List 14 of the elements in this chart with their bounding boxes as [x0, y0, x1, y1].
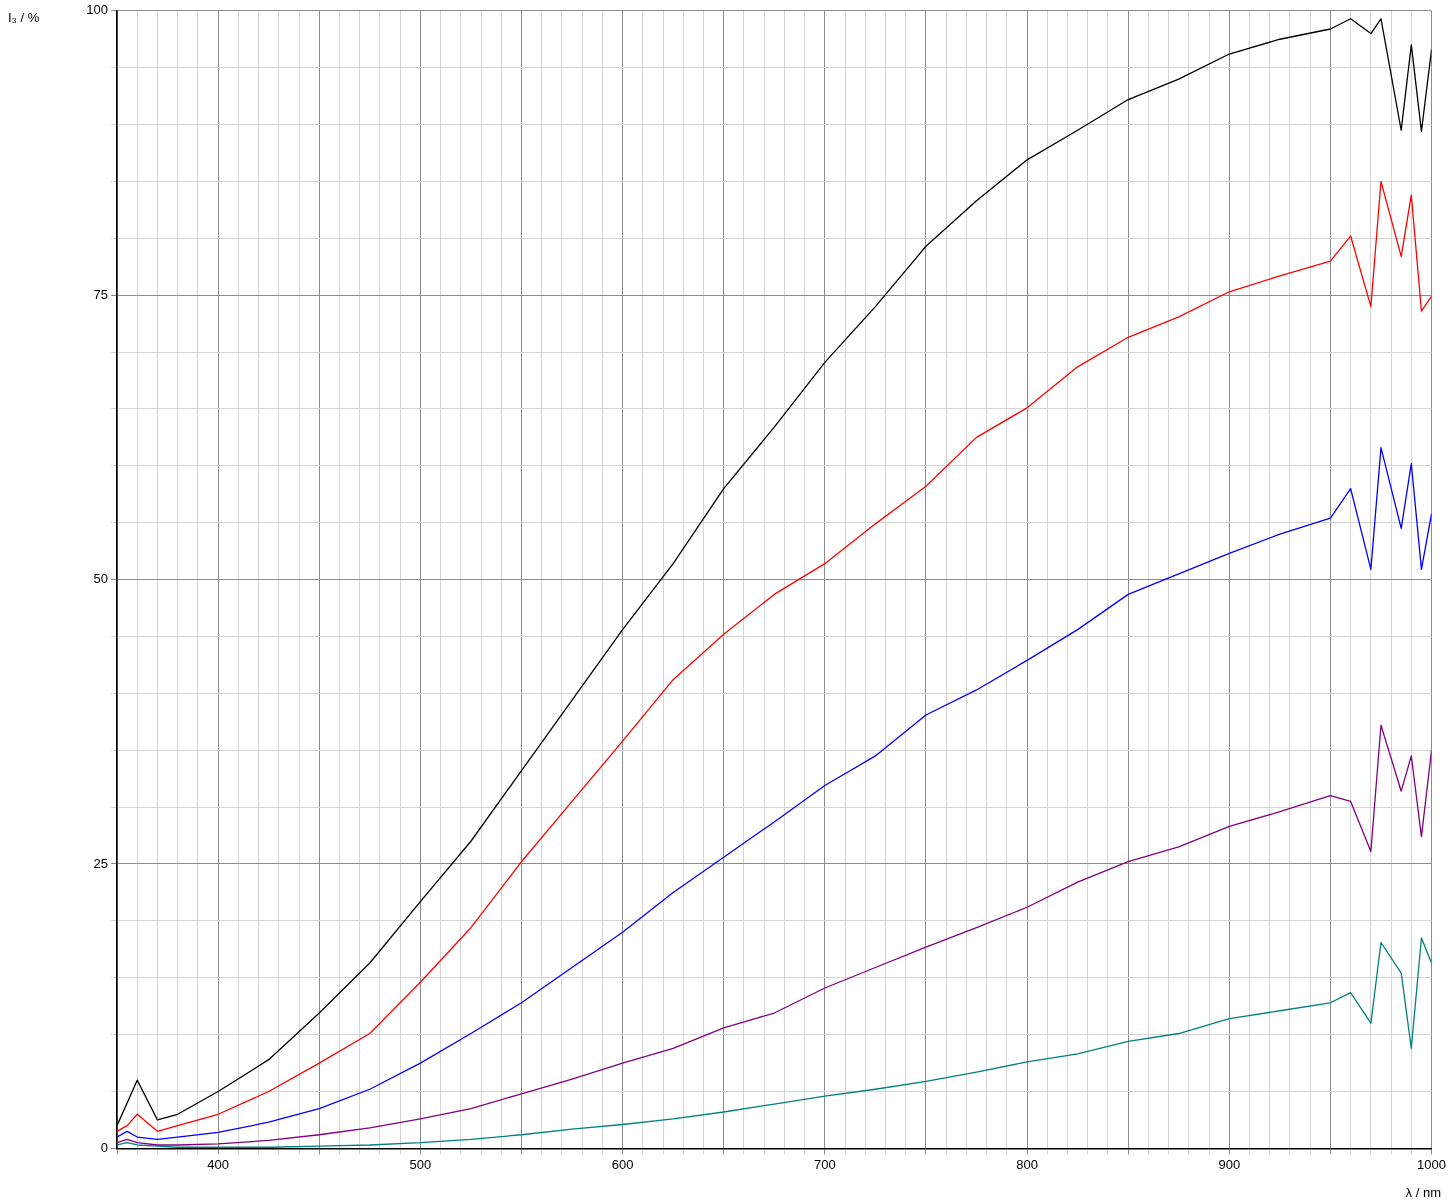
x-tick-label: 800 — [1016, 1156, 1038, 1172]
x-axis-title: λ / nm — [1405, 1185, 1441, 1201]
x-tick-label: 400 — [207, 1156, 229, 1172]
x-tick-label: 500 — [409, 1156, 432, 1172]
x-tick-label: 600 — [611, 1156, 634, 1172]
y-tick-label: 25 — [93, 855, 108, 871]
y-axis-title: I₃ / % — [8, 10, 40, 26]
x-tick-label: 700 — [813, 1156, 836, 1172]
y-tick-label: 0 — [100, 1139, 108, 1155]
y-tick-label: 100 — [86, 2, 108, 18]
x-tick-label: 1000 — [1417, 1156, 1446, 1172]
y-tick-label: 75 — [93, 286, 108, 302]
y-tick-label: 50 — [93, 571, 108, 587]
x-tick-label: 900 — [1218, 1156, 1241, 1172]
